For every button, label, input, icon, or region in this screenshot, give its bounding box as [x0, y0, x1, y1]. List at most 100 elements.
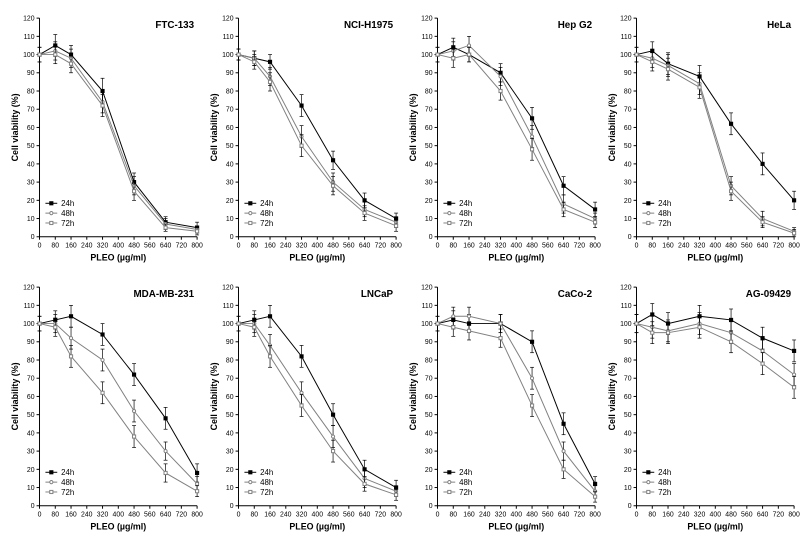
svg-text:90: 90 [226, 339, 234, 346]
svg-text:80: 80 [51, 243, 59, 250]
svg-text:0: 0 [429, 503, 433, 510]
svg-text:60: 60 [27, 125, 35, 132]
svg-text:80: 80 [51, 511, 59, 518]
svg-text:0: 0 [38, 243, 42, 250]
svg-text:80: 80 [449, 511, 457, 518]
svg-text:640: 640 [160, 243, 172, 250]
svg-text:110: 110 [223, 302, 234, 309]
svg-text:110: 110 [422, 34, 433, 41]
svg-text:560: 560 [343, 511, 355, 518]
svg-text:0: 0 [628, 234, 632, 241]
svg-text:HeLa: HeLa [767, 20, 792, 31]
svg-text:40: 40 [27, 161, 35, 168]
svg-text:Cell viability (%): Cell viability (%) [10, 362, 20, 430]
svg-text:320: 320 [97, 511, 109, 518]
svg-text:72h: 72h [459, 219, 472, 228]
svg-text:50: 50 [425, 143, 433, 150]
svg-text:0: 0 [237, 511, 241, 518]
svg-text:50: 50 [624, 412, 632, 419]
svg-text:90: 90 [226, 70, 234, 77]
svg-text:40: 40 [624, 430, 632, 437]
svg-text:720: 720 [773, 511, 785, 518]
svg-text:720: 720 [176, 511, 188, 518]
svg-text:Cell viability (%): Cell viability (%) [209, 362, 219, 430]
svg-text:800: 800 [788, 511, 800, 518]
svg-text:70: 70 [425, 375, 433, 382]
svg-text:PLEO (µg/ml): PLEO (µg/ml) [90, 252, 146, 262]
svg-text:0: 0 [31, 503, 35, 510]
svg-text:72h: 72h [459, 487, 472, 496]
svg-text:24h: 24h [658, 199, 671, 208]
chart-panel: 0801602403204004805606407208000102030405… [207, 277, 402, 542]
svg-text:Cell viability (%): Cell viability (%) [10, 93, 20, 161]
svg-text:240: 240 [280, 511, 292, 518]
svg-text:800: 800 [390, 511, 402, 518]
svg-text:PLEO (µg/ml): PLEO (µg/ml) [488, 521, 544, 531]
svg-text:560: 560 [741, 511, 753, 518]
svg-text:160: 160 [662, 511, 674, 518]
svg-text:120: 120 [222, 284, 234, 291]
svg-text:80: 80 [648, 511, 656, 518]
svg-text:NCI-H1975: NCI-H1975 [344, 20, 394, 31]
svg-text:100: 100 [620, 321, 632, 328]
svg-text:40: 40 [226, 430, 234, 437]
svg-text:80: 80 [226, 88, 234, 95]
svg-text:60: 60 [624, 125, 632, 132]
svg-text:480: 480 [128, 511, 140, 518]
svg-text:10: 10 [27, 216, 35, 223]
svg-text:560: 560 [741, 243, 753, 250]
svg-text:40: 40 [425, 430, 433, 437]
svg-text:240: 240 [81, 243, 93, 250]
svg-text:80: 80 [425, 357, 433, 364]
svg-text:0: 0 [237, 243, 241, 250]
svg-text:20: 20 [27, 198, 35, 205]
svg-text:560: 560 [144, 243, 156, 250]
svg-text:640: 640 [359, 511, 371, 518]
svg-text:640: 640 [359, 243, 371, 250]
svg-text:60: 60 [425, 393, 433, 400]
svg-text:480: 480 [526, 243, 538, 250]
svg-text:0: 0 [628, 503, 632, 510]
svg-text:0: 0 [436, 511, 440, 518]
svg-text:400: 400 [511, 511, 523, 518]
svg-text:80: 80 [425, 88, 433, 95]
svg-text:20: 20 [425, 198, 433, 205]
svg-text:800: 800 [191, 243, 203, 250]
svg-text:720: 720 [176, 243, 188, 250]
svg-text:PLEO (µg/ml): PLEO (µg/ml) [90, 521, 146, 531]
svg-text:CaCo-2: CaCo-2 [558, 288, 593, 299]
svg-text:640: 640 [558, 511, 570, 518]
svg-text:400: 400 [511, 243, 523, 250]
svg-text:PLEO (µg/ml): PLEO (µg/ml) [687, 252, 743, 262]
svg-text:10: 10 [226, 485, 234, 492]
svg-text:40: 40 [425, 161, 433, 168]
svg-text:480: 480 [327, 511, 339, 518]
svg-text:80: 80 [250, 511, 258, 518]
svg-text:90: 90 [27, 339, 35, 346]
svg-text:30: 30 [425, 448, 433, 455]
svg-text:MDA-MB-231: MDA-MB-231 [134, 288, 195, 299]
svg-text:0: 0 [635, 511, 639, 518]
svg-text:20: 20 [226, 466, 234, 473]
svg-text:0: 0 [436, 243, 440, 250]
svg-text:10: 10 [624, 485, 632, 492]
svg-text:160: 160 [264, 511, 276, 518]
svg-text:800: 800 [589, 511, 601, 518]
svg-text:40: 40 [27, 430, 35, 437]
svg-text:PLEO (µg/ml): PLEO (µg/ml) [289, 252, 345, 262]
svg-text:120: 120 [620, 16, 632, 23]
svg-text:400: 400 [312, 243, 324, 250]
svg-text:400: 400 [113, 511, 125, 518]
svg-text:48h: 48h [658, 209, 671, 218]
svg-text:30: 30 [624, 180, 632, 187]
svg-text:480: 480 [526, 511, 538, 518]
svg-text:24h: 24h [658, 468, 671, 477]
svg-text:24h: 24h [459, 468, 472, 477]
svg-text:240: 240 [479, 243, 491, 250]
svg-text:Cell viability (%): Cell viability (%) [408, 362, 418, 430]
svg-text:72h: 72h [260, 487, 273, 496]
svg-text:320: 320 [495, 511, 507, 518]
chart-grid: 0801602403204004805606407208000102030405… [8, 8, 800, 541]
svg-text:60: 60 [27, 393, 35, 400]
svg-text:480: 480 [725, 243, 737, 250]
